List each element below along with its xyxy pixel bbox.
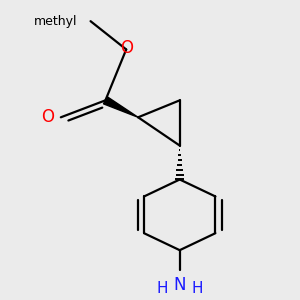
Text: H: H bbox=[156, 281, 168, 296]
Text: O: O bbox=[41, 108, 54, 126]
Text: O: O bbox=[120, 39, 133, 57]
Text: methyl: methyl bbox=[34, 15, 77, 28]
Polygon shape bbox=[103, 97, 138, 117]
Text: N: N bbox=[173, 276, 186, 294]
Text: H: H bbox=[192, 281, 203, 296]
